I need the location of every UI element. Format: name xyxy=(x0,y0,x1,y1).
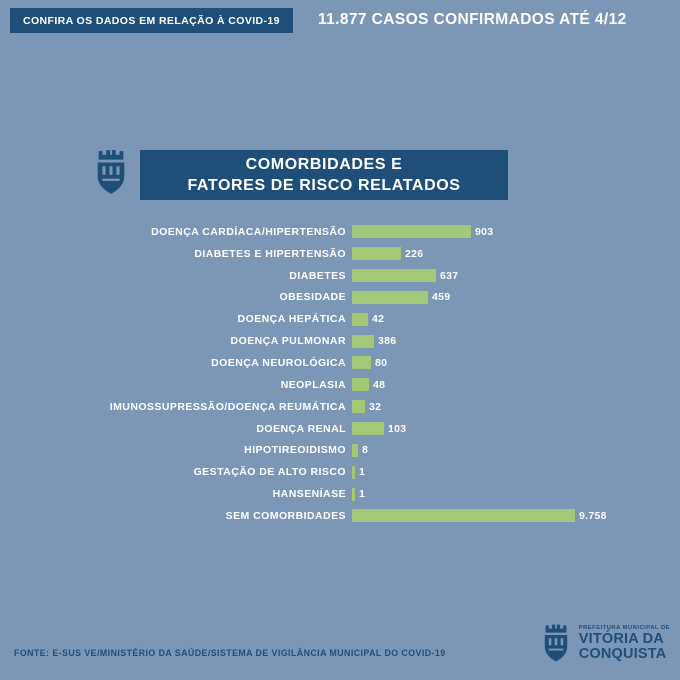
bar xyxy=(352,356,371,370)
value-label: 32 xyxy=(369,400,382,413)
category-label: GESTAÇÃO DE ALTO RISCO xyxy=(193,466,346,479)
bar xyxy=(352,290,428,304)
category-label: DOENÇA NEUROLÓGICA xyxy=(211,356,346,369)
value-label: 42 xyxy=(372,313,385,326)
value-label: 1 xyxy=(359,488,366,501)
bar xyxy=(352,443,358,457)
chart-row: OBESIDADE 459 xyxy=(0,287,680,309)
category-label: DIABETES xyxy=(289,269,346,282)
category-label: HIPOTIREOIDISMO xyxy=(244,444,346,457)
category-label: DOENÇA HEPÁTICA xyxy=(237,313,346,326)
confirmed-cases-headline: 11.877 CASOS CONFIRMADOS ATÉ 4/12 xyxy=(318,11,627,28)
value-label: 103 xyxy=(388,422,407,435)
chart-row: SEM COMORBIDADES 9.758 xyxy=(0,505,680,527)
chart-row: DIABETES E HIPERTENSÃO 226 xyxy=(0,243,680,265)
value-label: 903 xyxy=(475,225,494,238)
chart-row: HIPOTIREOIDISMO 8 xyxy=(0,439,680,461)
category-label: DOENÇA RENAL xyxy=(256,422,346,435)
value-label: 1 xyxy=(359,466,366,479)
value-label: 8 xyxy=(362,444,369,457)
logo-city-name-line1: VITÓRIA DA xyxy=(578,630,664,647)
category-label: NEOPLASIA xyxy=(280,378,346,391)
chart-title-box: COMORBIDADES E FATORES DE RISCO RELATADO… xyxy=(140,150,508,200)
chart-row: DOENÇA PULMONAR 386 xyxy=(0,330,680,352)
chart-row: DOENÇA CARDÍACA/HIPERTENSÃO 903 xyxy=(0,221,680,243)
bar xyxy=(352,225,471,239)
category-label: SEM COMORBIDADES xyxy=(225,509,346,522)
category-label: DIABETES E HIPERTENSÃO xyxy=(194,247,346,260)
chart-title-line1: COMORBIDADES E xyxy=(245,155,403,173)
value-label: 637 xyxy=(440,269,459,282)
bar xyxy=(352,487,355,501)
header-banner: CONFIRA OS DADOS EM RELAÇÃO À COVID-19 xyxy=(10,8,293,33)
value-label: 9.758 xyxy=(579,509,607,522)
bar xyxy=(352,422,384,436)
chart-row: DOENÇA NEUROLÓGICA 80 xyxy=(0,352,680,374)
city-crest-icon xyxy=(92,147,130,197)
bar xyxy=(352,269,436,283)
bar xyxy=(352,378,369,392)
logo-subtitle: PREFEITURA MUNICIPAL DE xyxy=(578,624,670,631)
logo-city-name-line2: CONQUISTA xyxy=(578,645,667,662)
prefeitura-logo: PREFEITURA MUNICIPAL DE VITÓRIA DA CONQU… xyxy=(540,622,670,664)
bar xyxy=(352,334,374,348)
bar xyxy=(352,247,401,261)
category-label: DOENÇA CARDÍACA/HIPERTENSÃO xyxy=(151,225,346,238)
value-label: 80 xyxy=(375,356,388,369)
value-label: 386 xyxy=(378,335,397,348)
bar-chart: DOENÇA CARDÍACA/HIPERTENSÃO 903 DIABETES E… xyxy=(0,221,680,527)
chart-row: HANSENÍASE 1 xyxy=(0,483,680,505)
bar xyxy=(352,312,368,326)
category-label: HANSENÍASE xyxy=(272,488,346,501)
chart-row: DOENÇA RENAL 103 xyxy=(0,418,680,440)
chart-title-line2: FATORES DE RISCO RELATADOS xyxy=(187,177,461,194)
value-label: 459 xyxy=(432,291,451,304)
category-label: IMUNOSSUPRESSÃO/DOENÇA REUMÁTICA xyxy=(109,400,346,413)
prefeitura-logo-text: PREFEITURA MUNICIPAL DE VITÓRIA DA CONQU… xyxy=(579,625,670,662)
bar xyxy=(352,400,365,414)
chart-row: DOENÇA HEPÁTICA 42 xyxy=(0,308,680,330)
chart-row: IMUNOSSUPRESSÃO/DOENÇA REUMÁTICA 32 xyxy=(0,396,680,418)
bar xyxy=(352,465,355,479)
category-label: OBESIDADE xyxy=(279,291,346,304)
chart-row: DIABETES 637 xyxy=(0,265,680,287)
value-label: 226 xyxy=(405,247,424,260)
value-label: 48 xyxy=(373,378,386,391)
source-note: FONTE: E-SUS VE/MINISTÉRIO DA SAÚDE/SIST… xyxy=(14,648,446,658)
chart-row: GESTAÇÃO DE ALTO RISCO 1 xyxy=(0,461,680,483)
bar xyxy=(352,509,575,523)
city-crest-icon xyxy=(540,622,572,664)
chart-row: NEOPLASIA 48 xyxy=(0,374,680,396)
category-label: DOENÇA PULMONAR xyxy=(230,335,346,348)
